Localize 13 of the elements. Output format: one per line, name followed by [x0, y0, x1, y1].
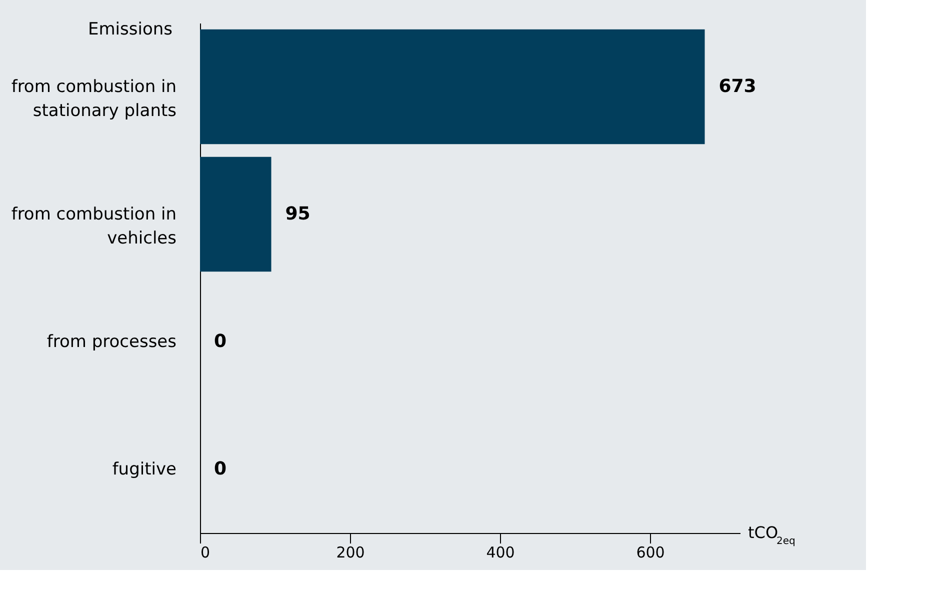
- data-label: 673: [718, 76, 756, 97]
- data-label: 0: [214, 330, 227, 352]
- y-tick-label: fugitive: [112, 459, 176, 480]
- x-tick-label: 600: [636, 544, 665, 562]
- data-label: 0: [214, 458, 227, 480]
- x-tick-label: 0: [200, 544, 210, 562]
- x-tick-label: 200: [336, 544, 365, 562]
- x-tick-label: 400: [486, 544, 515, 562]
- y-tick-label: from combustion in vehicles: [11, 204, 177, 248]
- data-label: 95: [285, 203, 310, 224]
- y-tick-label: from processes: [46, 332, 177, 352]
- y-tick-label: from combustion in stationary plants: [11, 76, 177, 121]
- y-axis-title: Emissions: [88, 20, 173, 40]
